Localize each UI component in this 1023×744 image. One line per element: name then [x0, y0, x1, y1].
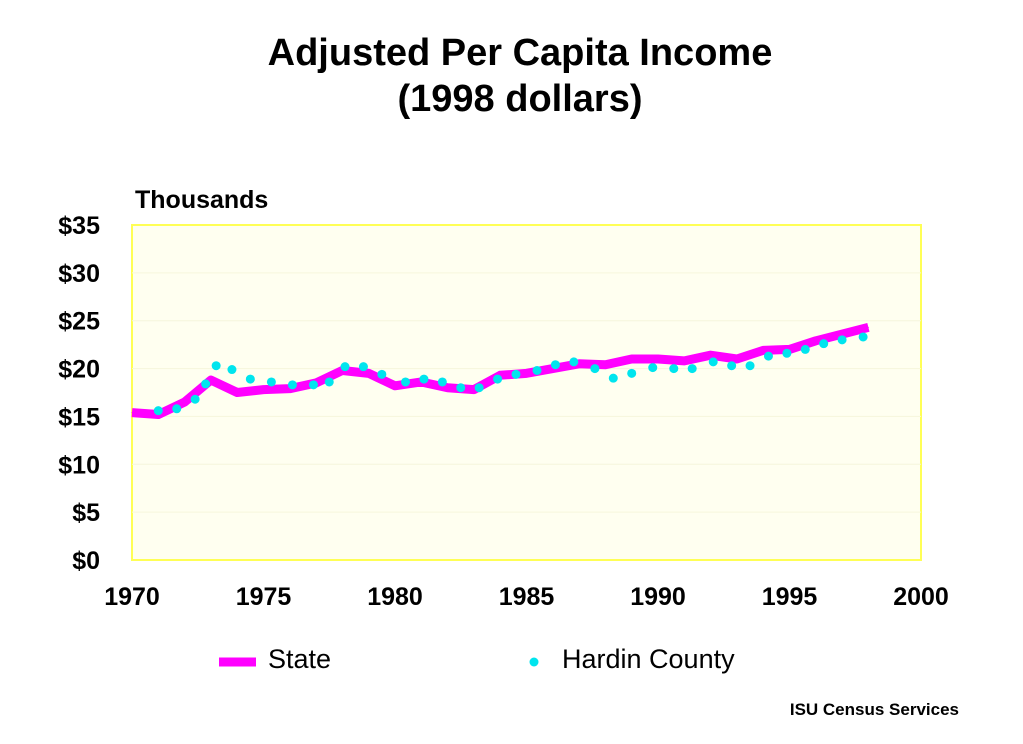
x-tick-label: 1995: [762, 583, 818, 611]
county-point: [358, 362, 368, 372]
county-point: [324, 377, 334, 387]
county-point: [532, 365, 542, 375]
county-point: [308, 380, 318, 390]
state-point: [236, 392, 238, 393]
x-tick-label: 1975: [236, 583, 292, 611]
county-point: [340, 362, 350, 372]
gridlines: [132, 272, 921, 513]
county-point: [800, 344, 810, 354]
source-credit: ISU Census Services: [789, 700, 959, 719]
x-tick-label: 1980: [367, 583, 423, 611]
state-point: [263, 389, 264, 391]
county-point: [837, 335, 847, 345]
legend: State Hardin County: [219, 644, 735, 674]
y-tick-label: $25: [58, 308, 100, 336]
title-line-1: Adjusted Per Capita Income: [267, 32, 773, 74]
county-point: [627, 368, 637, 378]
state-point: [710, 354, 712, 356]
state-point: [815, 340, 817, 342]
state-point: [210, 379, 212, 381]
county-point: [227, 365, 237, 375]
state-point: [368, 372, 370, 374]
county-point: [569, 357, 579, 367]
county-point: [377, 369, 387, 379]
county-point: [287, 380, 297, 390]
state-point: [526, 372, 527, 374]
state-point: [473, 389, 475, 391]
y-tick-label: $30: [58, 260, 100, 288]
state-point: [184, 401, 186, 403]
y-tick-label: $5: [72, 499, 100, 527]
x-axis-ticks: 1970 1975 1980 1985 1990 1995 2000: [104, 583, 949, 611]
county-point: [708, 357, 718, 367]
county-point: [474, 383, 484, 393]
county-point: [590, 364, 600, 374]
county-point: [245, 374, 255, 384]
county-point: [266, 377, 276, 387]
x-tick-label: 1990: [630, 583, 686, 611]
county-point: [172, 404, 182, 414]
state-point: [841, 333, 843, 335]
unit-label: Thousands: [135, 186, 268, 214]
county-point: [211, 361, 221, 371]
state-point: [578, 363, 580, 365]
legend-county-label: Hardin County: [562, 644, 735, 674]
state-point: [683, 360, 685, 362]
county-point: [858, 332, 868, 342]
x-tick-label: 1970: [104, 583, 160, 611]
x-tick-label: 2000: [893, 583, 949, 611]
county-point: [153, 406, 163, 416]
county-point: [437, 377, 447, 387]
state-point: [867, 326, 869, 328]
county-point: [419, 374, 429, 384]
legend-county-swatch: [529, 657, 539, 667]
y-tick-label: $10: [58, 451, 100, 479]
county-point: [727, 361, 737, 371]
county-point: [493, 374, 503, 384]
state-point: [131, 412, 133, 414]
x-tick-label: 1985: [499, 583, 555, 611]
county-point: [763, 351, 773, 361]
title-line-2: (1998 dollars): [397, 78, 643, 120]
county-point: [745, 361, 755, 371]
state-point: [762, 349, 764, 351]
county-point: [648, 363, 658, 373]
county-point: [511, 369, 521, 379]
county-point: [456, 383, 466, 393]
county-point: [550, 360, 560, 370]
county-point: [401, 377, 411, 387]
county-point: [819, 339, 829, 349]
chart-title: Adjusted Per Capita Income (1998 dollars…: [0, 30, 1023, 122]
county-point: [608, 373, 618, 383]
state-point: [736, 358, 738, 360]
county-point: [782, 348, 792, 358]
state-point: [394, 385, 396, 387]
legend-state-label: State: [268, 644, 331, 674]
county-point: [687, 364, 697, 374]
county-point: [669, 364, 679, 374]
state-point: [631, 358, 633, 360]
y-tick-label: $20: [58, 356, 100, 384]
series-group: [131, 323, 870, 420]
state-point: [604, 364, 606, 366]
y-tick-label: $0: [72, 547, 100, 575]
state-point: [657, 358, 659, 360]
y-tick-label: $15: [58, 403, 100, 431]
y-axis-ticks: $0 $5 $10 $15 $20 $25 $30 $35: [58, 212, 100, 575]
state-point: [447, 387, 449, 389]
county-point: [190, 394, 200, 404]
y-tick-label: $35: [58, 212, 100, 240]
county-point: [201, 379, 211, 389]
